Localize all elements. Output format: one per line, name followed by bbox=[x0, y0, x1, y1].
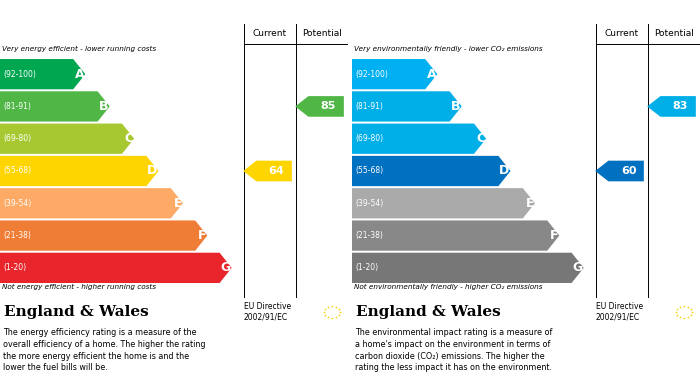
Text: D: D bbox=[499, 165, 510, 178]
Text: England & Wales: England & Wales bbox=[356, 305, 500, 319]
Polygon shape bbox=[352, 59, 438, 89]
Text: England & Wales: England & Wales bbox=[4, 305, 148, 319]
Text: 60: 60 bbox=[621, 166, 636, 176]
Text: 83: 83 bbox=[673, 101, 688, 111]
Polygon shape bbox=[0, 91, 110, 122]
Text: C: C bbox=[124, 132, 133, 145]
Polygon shape bbox=[0, 156, 158, 186]
Text: D: D bbox=[147, 165, 158, 178]
Text: Potential: Potential bbox=[302, 29, 342, 38]
Text: Not energy efficient - higher running costs: Not energy efficient - higher running co… bbox=[2, 284, 156, 290]
Polygon shape bbox=[352, 91, 462, 122]
Polygon shape bbox=[243, 161, 292, 181]
Polygon shape bbox=[595, 161, 644, 181]
Text: Potential: Potential bbox=[654, 29, 694, 38]
Text: (69-80): (69-80) bbox=[3, 134, 31, 143]
Text: B: B bbox=[452, 100, 461, 113]
Text: (81-91): (81-91) bbox=[3, 102, 31, 111]
Polygon shape bbox=[0, 188, 183, 219]
Text: Very energy efficient - lower running costs: Very energy efficient - lower running co… bbox=[2, 46, 156, 52]
Polygon shape bbox=[352, 221, 559, 251]
Text: Energy Efficiency Rating: Energy Efficiency Rating bbox=[5, 5, 188, 18]
Polygon shape bbox=[352, 124, 486, 154]
Polygon shape bbox=[352, 253, 584, 283]
Text: 85: 85 bbox=[321, 101, 336, 111]
Polygon shape bbox=[0, 124, 134, 154]
Text: A: A bbox=[75, 68, 84, 81]
Text: Very environmentally friendly - lower CO₂ emissions: Very environmentally friendly - lower CO… bbox=[354, 46, 542, 52]
Text: C: C bbox=[476, 132, 485, 145]
Text: (55-68): (55-68) bbox=[3, 167, 31, 176]
Text: The energy efficiency rating is a measure of the
overall efficiency of a home. T: The energy efficiency rating is a measur… bbox=[4, 328, 206, 372]
Text: (69-80): (69-80) bbox=[355, 134, 383, 143]
Text: F: F bbox=[550, 229, 559, 242]
Text: (1-20): (1-20) bbox=[3, 264, 26, 273]
Polygon shape bbox=[648, 96, 696, 117]
Text: The environmental impact rating is a measure of
a home's impact on the environme: The environmental impact rating is a mea… bbox=[356, 328, 553, 372]
Text: (92-100): (92-100) bbox=[3, 70, 36, 79]
Polygon shape bbox=[352, 188, 535, 219]
Text: Not environmentally friendly - higher CO₂ emissions: Not environmentally friendly - higher CO… bbox=[354, 284, 542, 290]
Text: (21-38): (21-38) bbox=[355, 231, 383, 240]
Text: Current: Current bbox=[253, 29, 287, 38]
Text: (39-54): (39-54) bbox=[355, 199, 384, 208]
Polygon shape bbox=[295, 96, 344, 117]
Text: E: E bbox=[526, 197, 534, 210]
Text: Current: Current bbox=[605, 29, 639, 38]
Text: (1-20): (1-20) bbox=[355, 264, 378, 273]
Polygon shape bbox=[0, 253, 232, 283]
Text: 64: 64 bbox=[269, 166, 284, 176]
Polygon shape bbox=[0, 221, 207, 251]
Polygon shape bbox=[0, 59, 85, 89]
Text: E: E bbox=[174, 197, 182, 210]
Text: (81-91): (81-91) bbox=[355, 102, 383, 111]
Polygon shape bbox=[352, 156, 510, 186]
Text: (55-68): (55-68) bbox=[355, 167, 383, 176]
Text: G: G bbox=[573, 261, 582, 274]
Text: (21-38): (21-38) bbox=[3, 231, 31, 240]
Text: EU Directive
2002/91/EC: EU Directive 2002/91/EC bbox=[244, 302, 290, 322]
Text: Environmental Impact (CO₂) Rating: Environmental Impact (CO₂) Rating bbox=[357, 5, 620, 18]
Text: G: G bbox=[220, 261, 231, 274]
Text: (92-100): (92-100) bbox=[355, 70, 388, 79]
Text: A: A bbox=[427, 68, 436, 81]
Text: B: B bbox=[99, 100, 108, 113]
Text: F: F bbox=[198, 229, 206, 242]
Text: (39-54): (39-54) bbox=[3, 199, 31, 208]
Text: EU Directive
2002/91/EC: EU Directive 2002/91/EC bbox=[596, 302, 643, 322]
